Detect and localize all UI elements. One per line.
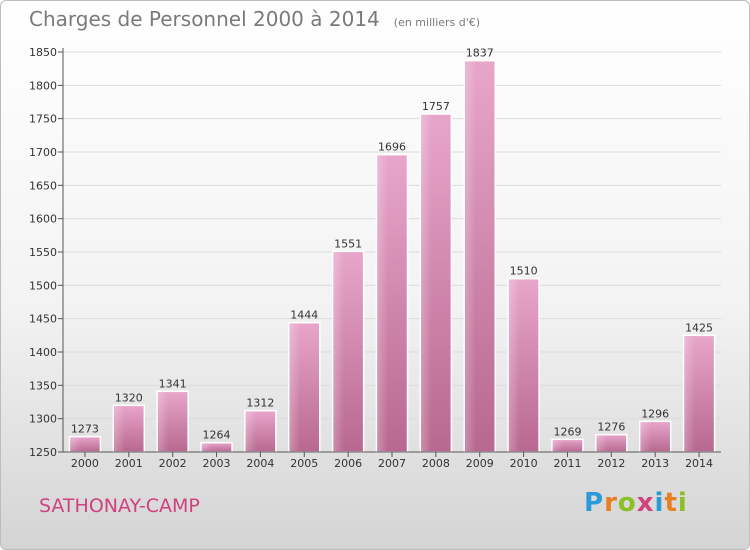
bar-highlight — [552, 440, 564, 451]
x-tick-label: 2011 — [553, 457, 581, 470]
logo-letter: o — [617, 488, 637, 518]
logo-letter: r — [604, 488, 618, 518]
bar-highlight — [421, 115, 432, 451]
y-axis: 1250 1300 1350 1400 1450 1500 1550 1600 1650 1700… — [29, 46, 64, 459]
y-tick-label: 1800 — [29, 79, 57, 92]
y-tick-label: 1300 — [29, 413, 57, 426]
bar-value-label: 1320 — [115, 391, 143, 404]
y-tick-label: 1250 — [29, 446, 57, 459]
y-tick-label: 1400 — [29, 346, 57, 359]
bar-highlight — [684, 336, 695, 451]
bar-value-label: 1757 — [422, 100, 450, 113]
bar-highlight — [70, 437, 81, 451]
x-tick-label: 2013 — [641, 457, 669, 470]
x-axis: 2000 2001 2002 2003 2004 2005 2006 2007 2008 2009… — [63, 451, 721, 470]
chart-subtitle: (en milliers d'€) — [393, 16, 481, 29]
y-tick-label: 1850 — [29, 46, 57, 59]
x-tick-label: 2001 — [115, 457, 143, 470]
bar-highlight — [509, 279, 520, 451]
y-tick-label: 1550 — [29, 246, 57, 259]
bar-highlight — [465, 61, 476, 452]
x-tick-label: 2000 — [71, 457, 99, 470]
bar-value-label: 1312 — [246, 397, 274, 410]
chart-title: Charges de Personnel 2000 à 2014 (en mill… — [29, 7, 480, 31]
logo-letter: t — [664, 488, 678, 518]
logo-letter: x — [636, 488, 655, 518]
bar-highlight — [202, 443, 213, 451]
logo-letter: i — [677, 488, 688, 518]
x-tick-label: 2006 — [334, 457, 362, 470]
y-tick-label: 1650 — [29, 179, 57, 192]
bar-highlight — [114, 406, 125, 451]
chart-title-text: Charges de Personnel 2000 à 2014 — [29, 7, 380, 31]
x-tick-label: 2014 — [685, 457, 713, 470]
y-tick-label: 1450 — [29, 313, 57, 326]
bar-value-label: 1837 — [466, 47, 494, 60]
bar-value-label: 1510 — [510, 265, 538, 278]
bar-highlight — [640, 422, 652, 451]
bar-value-label: 1273 — [71, 423, 99, 436]
bars: 1273 1320 1341 1264 1312 1444 1551 1696 1757 1837… — [68, 47, 716, 453]
proxiti-logo[interactable]: Proxiti — [584, 488, 688, 518]
bar-value-label: 1296 — [641, 407, 669, 420]
bar-value-label: 1269 — [553, 425, 581, 438]
logo-letter: P — [584, 488, 605, 518]
bar-value-label: 1341 — [159, 377, 187, 390]
bar-value-label: 1425 — [685, 321, 713, 334]
x-tick-label: 2009 — [466, 457, 494, 470]
bar-highlight — [289, 323, 301, 451]
x-tick-label: 2012 — [597, 457, 625, 470]
bar-value-label: 1551 — [334, 237, 362, 250]
x-tick-label: 2002 — [159, 457, 187, 470]
x-tick-label: 2007 — [378, 457, 406, 470]
y-tick-label: 1600 — [29, 213, 57, 226]
bar-highlight — [333, 252, 344, 451]
bar-highlight — [596, 435, 608, 451]
bar-highlight — [377, 155, 388, 451]
y-tick-label: 1750 — [29, 113, 57, 126]
bar-value-label: 1696 — [378, 141, 406, 154]
bar-highlight — [245, 411, 257, 451]
bar-value-label: 1264 — [203, 429, 231, 442]
x-tick-label: 2005 — [290, 457, 318, 470]
x-tick-label: 2004 — [246, 457, 274, 470]
x-tick-label: 2003 — [203, 457, 231, 470]
bar-value-label: 1276 — [597, 421, 625, 434]
logo-letter: i — [654, 488, 665, 518]
commune-name: SATHONAY-CAMP — [39, 495, 200, 517]
bar-value-label: 1444 — [290, 309, 318, 322]
y-tick-label: 1500 — [29, 279, 57, 292]
x-tick-label: 2008 — [422, 457, 450, 470]
y-tick-label: 1350 — [29, 379, 57, 392]
y-tick-label: 1700 — [29, 146, 57, 159]
bar-highlight — [158, 392, 169, 451]
x-tick-label: 2010 — [510, 457, 538, 470]
